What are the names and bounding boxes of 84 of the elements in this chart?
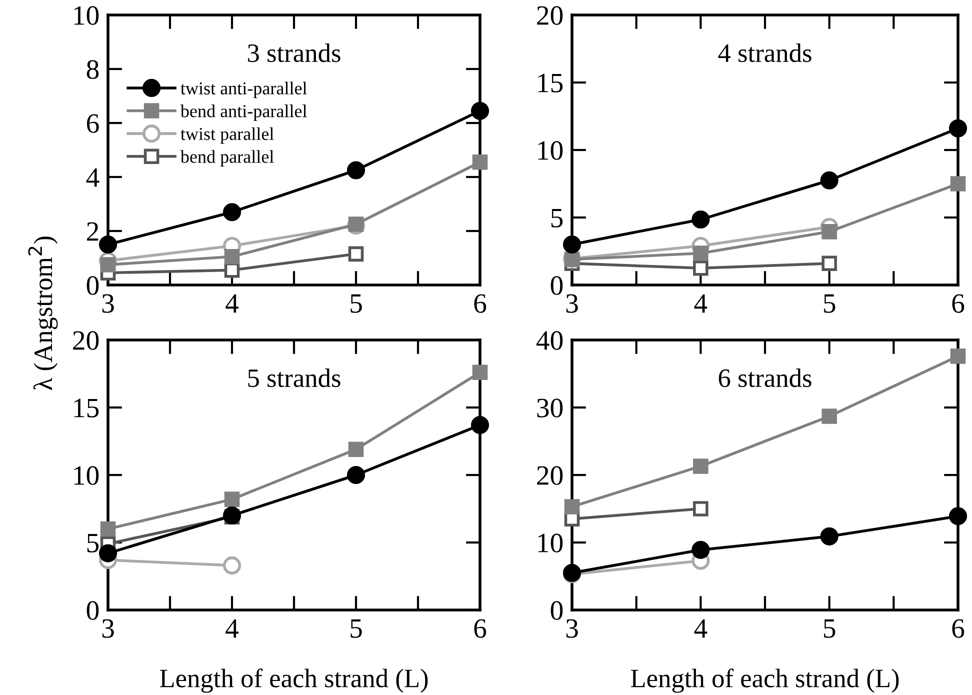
- annotation: 6 strands: [718, 368, 812, 388]
- point: [692, 540, 710, 559]
- point: [222, 506, 242, 525]
- y-tick-label: 8: [86, 60, 99, 79]
- point: [348, 442, 364, 457]
- point: [224, 492, 240, 507]
- point: [950, 176, 966, 192]
- x-tick-label: 5: [350, 294, 362, 313]
- x-axis-title: Length of each strand (L): [630, 668, 899, 693]
- point: [472, 364, 488, 380]
- x-tick-label: 6: [474, 619, 486, 638]
- y-tick-label: 6: [86, 114, 99, 133]
- y-tick-label: 20: [537, 466, 563, 485]
- y-tick-label: 30: [537, 398, 563, 418]
- legend-label: twist anti-parallel: [180, 82, 307, 98]
- y-tick-label: 0: [550, 601, 563, 620]
- x-tick-label: 6: [474, 294, 486, 313]
- legend-label: bend parallel: [180, 150, 274, 167]
- y-tick-label: 40: [536, 331, 563, 350]
- point: [820, 527, 838, 546]
- point: [348, 246, 364, 262]
- y-tick-label: 5: [87, 534, 99, 552]
- point: [820, 171, 838, 190]
- x-tick-label: 6: [952, 294, 964, 313]
- y-tick-label: 10: [74, 6, 99, 25]
- point: [470, 102, 490, 120]
- x-tick-label: 3: [566, 619, 578, 638]
- y-tick-label: 0: [86, 276, 99, 295]
- annotation: 5 strands: [248, 368, 340, 388]
- x-tick-label: 4: [226, 619, 239, 638]
- point: [100, 257, 116, 272]
- point: [348, 216, 364, 232]
- point: [693, 260, 708, 276]
- point: [346, 161, 366, 180]
- y-tick-label: 15: [538, 74, 563, 92]
- point: [224, 262, 240, 278]
- x-tick-label: 5: [824, 619, 836, 638]
- y-tick-label: 0: [550, 276, 563, 295]
- point: [98, 544, 118, 562]
- y-tick-label: 2: [86, 222, 98, 241]
- point: [693, 246, 708, 261]
- y-axis-title: λ (Angstrom$^{2}$): [28, 236, 58, 390]
- y-tick-label: 10: [538, 534, 563, 552]
- point: [693, 501, 708, 516]
- legend-label: twist parallel: [180, 127, 274, 144]
- x-axis-title: Length of each strand (L): [160, 668, 428, 693]
- annotation: 3 strands: [248, 44, 340, 62]
- point: [470, 416, 490, 434]
- point: [822, 408, 837, 424]
- y-tick-label: 4: [86, 168, 100, 187]
- y-tick-label: 0: [86, 601, 99, 620]
- point: [948, 507, 968, 526]
- annotation: 4 strands: [718, 44, 812, 62]
- point: [100, 521, 116, 537]
- point: [692, 210, 710, 229]
- point: [822, 256, 837, 272]
- point: [472, 154, 488, 170]
- point: [222, 556, 242, 574]
- point: [693, 458, 708, 474]
- x-tick-label: 3: [102, 294, 114, 313]
- x-tick-label: 5: [350, 619, 362, 638]
- x-tick-label: 3: [102, 619, 114, 638]
- point: [948, 119, 968, 138]
- y-tick-label: 5: [551, 208, 563, 228]
- point: [950, 348, 966, 364]
- x-tick-label: 3: [566, 294, 578, 313]
- point: [346, 466, 366, 484]
- x-tick-label: 6: [952, 619, 964, 638]
- point: [98, 235, 118, 254]
- y-tick-label: 20: [537, 6, 563, 25]
- y-tick-label: 10: [74, 466, 99, 485]
- y-tick-label: 20: [73, 331, 99, 350]
- point: [562, 235, 582, 254]
- legend-label: bend anti-parallel: [180, 104, 307, 121]
- x-tick-label: 4: [694, 619, 708, 638]
- x-tick-label: 4: [694, 294, 708, 313]
- y-tick-label: 10: [538, 141, 563, 160]
- y-tick-label: 15: [74, 398, 99, 418]
- point: [564, 499, 580, 514]
- point: [224, 249, 240, 264]
- x-tick-label: 5: [824, 294, 836, 313]
- point: [822, 224, 837, 240]
- point: [222, 203, 242, 222]
- x-tick-label: 4: [226, 294, 239, 313]
